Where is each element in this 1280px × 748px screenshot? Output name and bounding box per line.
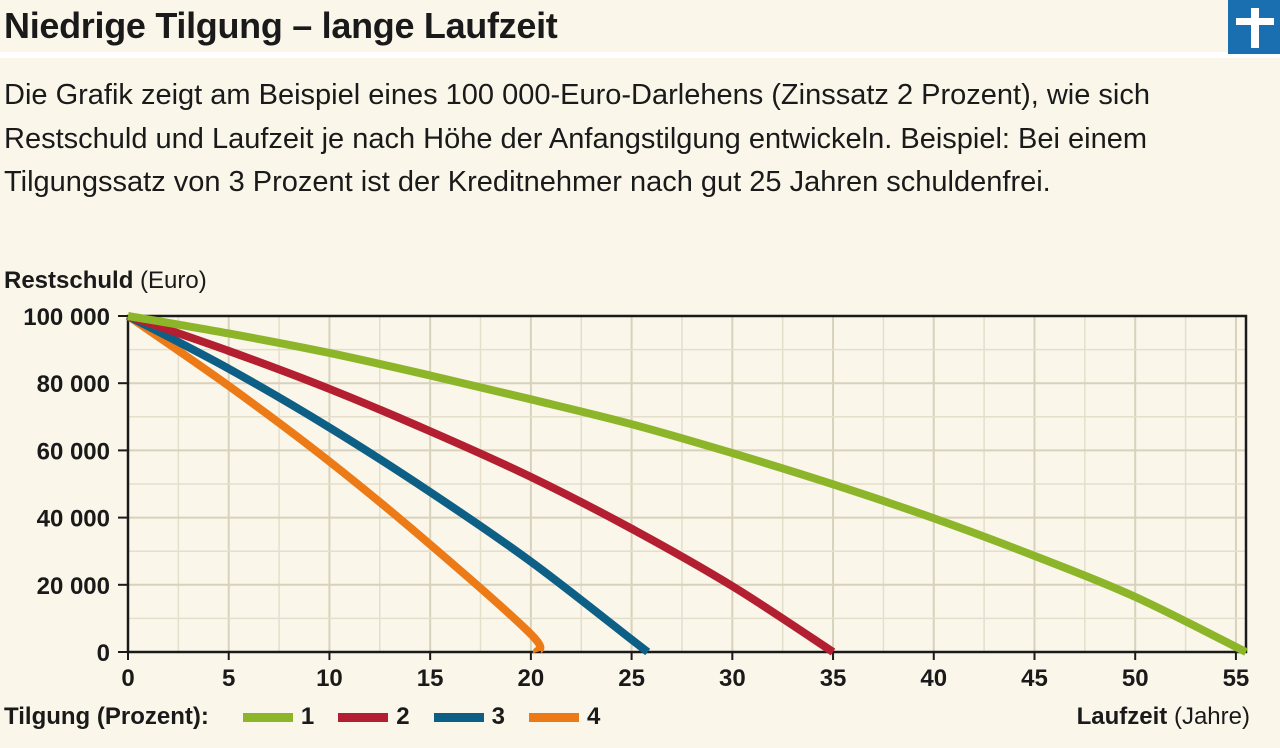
title-bar: Niedrige Tilgung – lange Laufzeit [0, 0, 1225, 52]
x-axis-label: Laufzeit (Jahre) [1077, 702, 1250, 732]
series-line-tilgung-2 [126, 312, 836, 656]
x-tick-label: 25 [618, 665, 645, 692]
legend-label: 4 [586, 703, 601, 730]
x-axis-label-unit: (Jahre) [1173, 703, 1250, 730]
y-axis-label-unit: (Euro) [140, 267, 207, 294]
y-tick-label: 60 000 [37, 438, 110, 465]
x-tick-label: 50 [1122, 665, 1149, 692]
x-axis-label-bold: Laufzeit [1076, 703, 1168, 730]
legend-swatch [433, 712, 484, 722]
legend-label: 2 [396, 703, 410, 730]
x-tick-label: 5 [222, 665, 235, 692]
y-axis-label: Restschuld (Euro) [4, 266, 207, 296]
series-line-tilgung-3 [126, 312, 651, 656]
y-tick-label: 20 000 [37, 573, 110, 600]
legend-swatch [528, 712, 579, 722]
y-tick-label: 0 [97, 640, 110, 667]
y-tick-label: 100 000 [23, 304, 110, 331]
y-axis-label-bold: Restschuld [4, 267, 134, 294]
plot-frame [126, 314, 1248, 654]
x-tick-label: 35 [820, 665, 847, 692]
legend-item-tilgung-2: 2 [338, 703, 410, 731]
legend-swatch [242, 712, 293, 722]
legend-swatch [338, 712, 389, 722]
y-tick-label: 80 000 [37, 371, 110, 398]
x-tick-label: 20 [518, 665, 545, 692]
logo-cross-icon [1236, 8, 1274, 48]
chart-description: Die Grafik zeigt am Beispiel eines 100 0… [4, 79, 1150, 198]
y-tick-label: 40 000 [37, 506, 110, 533]
legend-title: Tilgung (Prozent): [4, 703, 209, 730]
x-tick-label: 45 [1021, 665, 1048, 692]
x-tick-label: 10 [316, 665, 343, 692]
legend-label: 3 [491, 703, 505, 730]
title-divider [0, 52, 1280, 58]
x-tick-label: 55 [1223, 665, 1250, 692]
series-line-tilgung-1 [127, 312, 1248, 656]
legend: Tilgung (Prozent): 1 2 3 4 [4, 702, 624, 732]
stiftung-warentest-logo-icon [1228, 0, 1280, 54]
legend-item-tilgung-3: 3 [433, 703, 505, 731]
legend-label: 1 [300, 703, 315, 730]
x-tick-label: 40 [920, 665, 947, 692]
x-tick-label: 0 [121, 665, 134, 692]
page-title: Niedrige Tilgung – lange Laufzeit [4, 5, 558, 46]
legend-items: 1 2 3 4 [242, 703, 624, 731]
legend-item-tilgung-4: 4 [528, 703, 601, 731]
x-tick-label: 30 [719, 665, 746, 692]
series-line-tilgung-4 [125, 312, 545, 656]
x-tick-label: 15 [417, 665, 444, 692]
legend-item-tilgung-1: 1 [242, 703, 315, 731]
